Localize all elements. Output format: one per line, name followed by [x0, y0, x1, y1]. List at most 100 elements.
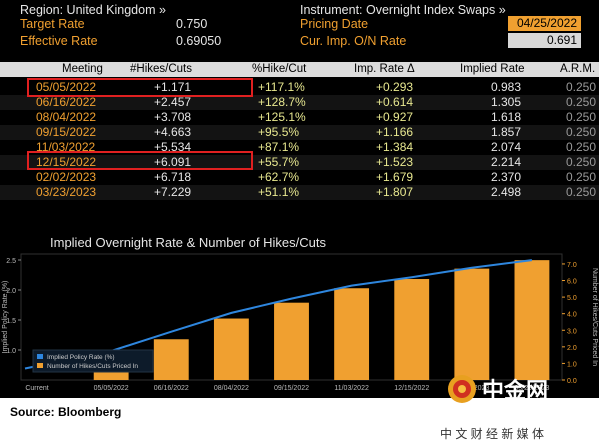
legend-label-line: Implied Policy Rate (%)	[47, 354, 115, 361]
x-tick-label: 05/05/2022	[94, 385, 129, 392]
cell-hikes: +4.663	[154, 125, 192, 139]
cell-implied: 1.857	[491, 125, 522, 139]
col-pct-hike-cut[interactable]: %Hike/Cut	[252, 63, 307, 75]
cell-delta: +1.807	[376, 185, 414, 199]
bloomberg-terminal-panel: Region: United Kingdom » Instrument: Ove…	[0, 0, 599, 398]
cell-implied: 0.983	[491, 80, 522, 94]
table-row[interactable]: 06/16/2022 +2.457 +128.7% +0.614 1.305 0.250	[0, 95, 599, 110]
cell-implied: 1.618	[491, 110, 522, 124]
table-row[interactable]: 02/02/2023 +6.718 +62.7% +1.679 2.370 0.250	[0, 170, 599, 185]
cell-meeting: 03/23/2023	[36, 185, 97, 199]
curr-imp-rate-label: Cur. Imp. O/N Rate	[300, 34, 407, 48]
cell-delta: +0.927	[376, 110, 414, 124]
watermark-url: CNGOLD.COM	[485, 404, 554, 415]
left-tick-label: 2.0	[6, 288, 16, 295]
col-implied-rate[interactable]: Implied Rate	[460, 63, 525, 75]
coin-icon	[448, 375, 476, 403]
table-row[interactable]: 09/15/2022 +4.663 +95.5% +1.166 1.857 0.250	[0, 125, 599, 140]
highlight-box-may	[27, 78, 253, 97]
watermark-brand: 中金网	[482, 378, 548, 403]
x-tick-label: 09/15/2022	[274, 385, 309, 392]
left-tick-label: 2.5	[6, 258, 16, 265]
cell-delta: +1.166	[376, 125, 414, 139]
chart-bar	[274, 302, 309, 380]
cell-meeting: 11/03/2022	[36, 140, 96, 154]
cell-arm: 0.250	[566, 140, 597, 154]
table-row[interactable]: 08/04/2022 +3.708 +125.1% +0.927 1.618 0.250	[0, 110, 599, 125]
right-tick-label: 6.0	[567, 279, 577, 286]
right-tick-label: 1.0	[567, 361, 577, 368]
chart-bar	[153, 339, 189, 380]
table-row[interactable]: 03/23/2023 +7.229 +51.1% +1.807 2.498 0.250	[0, 185, 599, 200]
cell-pct: +51.1%	[258, 185, 300, 199]
cell-implied: 2.370	[491, 170, 522, 184]
cell-delta: +1.523	[376, 155, 414, 169]
right-tick-label: 2.0	[567, 345, 577, 352]
cell-implied: 1.305	[491, 95, 522, 109]
legend-swatch-bar	[37, 363, 43, 368]
curr-imp-rate-field[interactable]: 0.691	[508, 33, 581, 48]
x-tick-label: Current	[25, 385, 48, 392]
cell-pct: +55.7%	[258, 155, 300, 169]
right-tick-label: 0.0	[567, 378, 577, 385]
cell-pct: +125.1%	[258, 110, 306, 124]
chart-bar	[514, 260, 550, 380]
left-tick-label: 1.0	[6, 348, 16, 355]
x-tick-label: 06/16/2022	[154, 385, 189, 392]
x-tick-label: 08/04/2022	[214, 385, 249, 392]
cell-delta: +0.293	[376, 80, 414, 94]
cell-meeting: 02/02/2023	[36, 170, 97, 184]
cell-hikes: +6.718	[154, 170, 192, 184]
x-tick-label: 12/15/2022	[394, 385, 429, 392]
pricing-date-label: Pricing Date	[300, 17, 369, 31]
chart-svg: 2.5 2.0 1.5 1.0 7.0 6.0 5.0 4.0 3.0 2.0 1.0 0.0 Curr…	[2, 253, 598, 392]
right-tick-label: 5.0	[567, 295, 577, 302]
cell-pct: +95.5%	[258, 125, 300, 139]
cell-meeting: 08/04/2022	[36, 110, 97, 124]
cell-hikes: +7.229	[154, 185, 192, 199]
cell-hikes: +5.534	[154, 140, 192, 154]
x-tick-label: 03/23/2023	[514, 385, 549, 392]
chart-title: Implied Overnight Rate & Number of Hikes…	[50, 235, 326, 250]
chart-bar	[394, 279, 430, 380]
cell-delta: +1.679	[376, 170, 414, 184]
col-imp-rate-delta[interactable]: Imp. Rate Δ	[354, 63, 415, 75]
target-rate-value: 0.750	[176, 17, 208, 31]
cell-delta: +0.614	[376, 95, 414, 109]
left-tick-label: 1.5	[6, 318, 16, 325]
cell-meeting: 09/15/2022	[36, 125, 97, 139]
table-row[interactable]: 05/05/2022 +1.171 +117.1% +0.293 0.983 0.250	[0, 80, 599, 95]
cell-hikes: +2.457	[154, 95, 192, 109]
x-tick-label: 11/03/2022	[334, 385, 369, 392]
pricing-date-input[interactable]: 04/25/2022	[508, 16, 581, 31]
chart-bar	[213, 318, 249, 380]
cell-arm: 0.250	[566, 110, 597, 124]
col-meeting[interactable]: Meeting	[62, 63, 103, 75]
instrument-selector[interactable]: Instrument: Overnight Index Swaps »	[300, 3, 506, 17]
cell-arm: 0.250	[566, 80, 597, 94]
cell-implied: 2.074	[491, 140, 522, 154]
table-row[interactable]: 12/15/2022 +6.091 +55.7% +1.523 2.214 0.250	[0, 155, 599, 170]
right-tick-label: 3.0	[567, 328, 577, 335]
cell-meeting: 05/05/2022	[36, 80, 97, 94]
cell-pct: +117.1%	[258, 80, 305, 94]
cell-implied: 2.214	[491, 155, 522, 169]
effective-rate-value: 0.69050	[176, 34, 222, 48]
chart-bar	[454, 268, 490, 380]
legend-label-bar: Number of Hikes/Cuts Priced In	[47, 363, 138, 370]
cell-arm: 0.250	[566, 185, 597, 199]
cell-arm: 0.250	[566, 95, 597, 109]
table-row[interactable]: 11/03/2022 +5.534 +87.1% +1.384 2.074 0.250	[0, 140, 599, 155]
target-rate-label: Target Rate	[20, 17, 85, 31]
cell-pct: +62.7%	[258, 170, 300, 184]
cell-implied: 2.498	[491, 185, 522, 199]
cell-arm: 0.250	[566, 155, 597, 169]
cell-arm: 0.250	[566, 170, 597, 184]
region-selector[interactable]: Region: United Kingdom »	[20, 3, 166, 17]
chart-legend	[32, 349, 154, 373]
col-hikes-cuts[interactable]: #Hikes/Cuts	[130, 63, 192, 75]
effective-rate-label: Effective Rate	[20, 34, 98, 48]
right-tick-label: 7.0	[567, 262, 577, 269]
cell-pct: +128.7%	[258, 95, 306, 109]
col-arm[interactable]: A.R.M.	[560, 63, 596, 75]
